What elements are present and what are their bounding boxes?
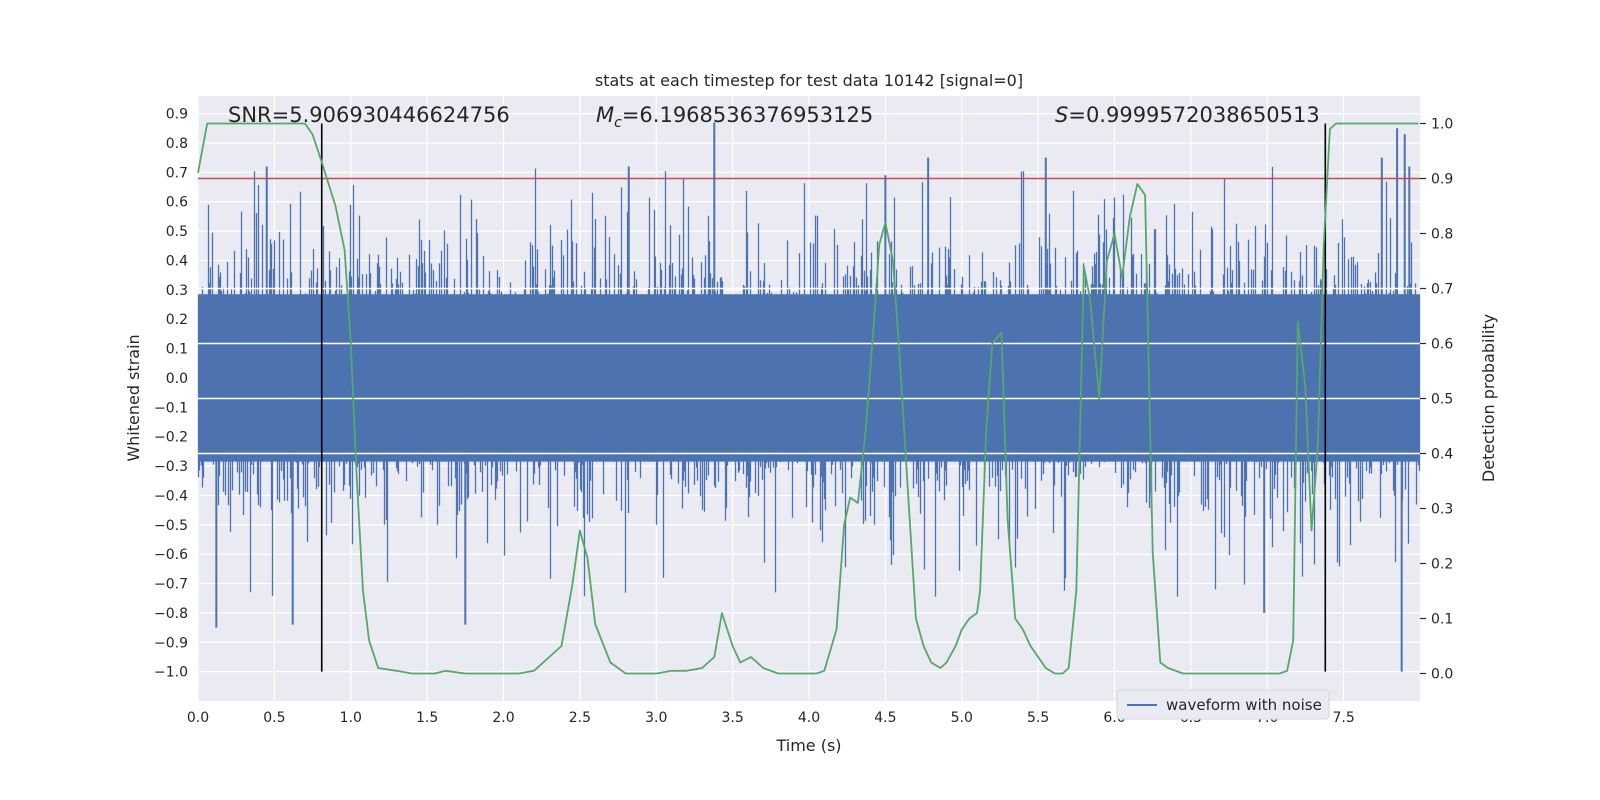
y-tick-label: −0.6 [154,547,188,563]
x-tick-label: 5.0 [951,710,973,726]
y-tick-label: −0.3 [154,459,188,475]
y2-tick-label: 1.0 [1431,117,1453,133]
y-tick-label: −0.9 [154,635,188,651]
y-tick-label: 0.2 [166,312,188,328]
y2-axis-label: Detection probability [1479,314,1498,482]
x-tick-label: 3.0 [645,710,667,726]
detection-probability-line [197,122,1419,675]
x-tick-label: 1.5 [416,710,438,726]
chirp-mass-symbol: M [596,103,614,127]
y-tick-label: −0.5 [154,518,188,534]
y2-tick-label: 0.4 [1431,447,1453,463]
y2-tick-label: 0.3 [1431,502,1453,518]
x-tick-label: 4.5 [874,710,896,726]
x-tick-label: 5.5 [1027,710,1049,726]
x-tick-label: 1.0 [340,710,362,726]
y-tick-label: −1.0 [154,665,188,681]
x-axis-label: Time (s) [775,736,841,755]
y-tick-label: −0.2 [154,430,188,446]
y-tick-label: 0.0 [166,371,188,387]
y-tick-label: 0.3 [166,283,188,299]
y2-tick-label: 0.6 [1431,337,1453,353]
x-tick-label: 3.5 [721,710,743,726]
y2-tick-label: 0.7 [1431,282,1453,298]
legend-box [1116,689,1330,720]
legend-label: waveform with noise [1166,696,1322,714]
y-tick-label: 0.9 [166,107,188,123]
x-tick-label: 2.5 [569,710,591,726]
x-tick-label: 0.5 [263,710,285,726]
snr-annotation: SNR=5.906930446624756 [228,103,510,127]
waveform-series [197,122,1421,672]
y-axis-label: Whitened strain [124,334,143,461]
y-tick-label: −0.8 [154,606,188,622]
overlay-marks [197,122,1420,675]
x-tick-label: 7.5 [1332,710,1354,726]
significance-symbol: S [1055,103,1068,127]
y2-tick-label: 0.2 [1431,557,1453,573]
significance-value: =0.9999572038650513 [1068,103,1319,127]
y2-tick-label: 0.5 [1431,392,1453,408]
y-tick-label: 0.7 [166,165,188,181]
y-tick-label: 0.5 [166,224,188,240]
legend: waveform with noise [1116,689,1330,720]
y-tick-label: 0.1 [166,342,188,358]
chart-title: stats at each timestep for test data 101… [595,71,1023,90]
x-tick-label: 2.0 [492,710,514,726]
y-tick-label: −0.4 [154,488,188,504]
y2-tick-label: 0.1 [1431,612,1453,628]
y-tick-label: 0.6 [166,195,188,211]
x-tick-label: 0.0 [187,710,209,726]
chirp-mass-annotation: Mc=6.1968536376953125 [596,103,873,131]
y2-tick-label: 0.9 [1431,172,1453,188]
y2-tick-label: 0.8 [1431,227,1453,243]
x-tick-label: 4.0 [798,710,820,726]
y-tick-label: 0.8 [166,136,188,152]
y2-tick-label: 0.0 [1431,667,1453,683]
chirp-mass-subscript: c [614,115,622,131]
y-tick-label: −0.1 [154,400,188,416]
y-tick-label: 0.4 [166,253,188,269]
y-tick-label: −0.7 [154,577,188,593]
chirp-mass-value: =6.1968536376953125 [622,103,873,127]
significance-annotation: S=0.9999572038650513 [1055,103,1320,127]
